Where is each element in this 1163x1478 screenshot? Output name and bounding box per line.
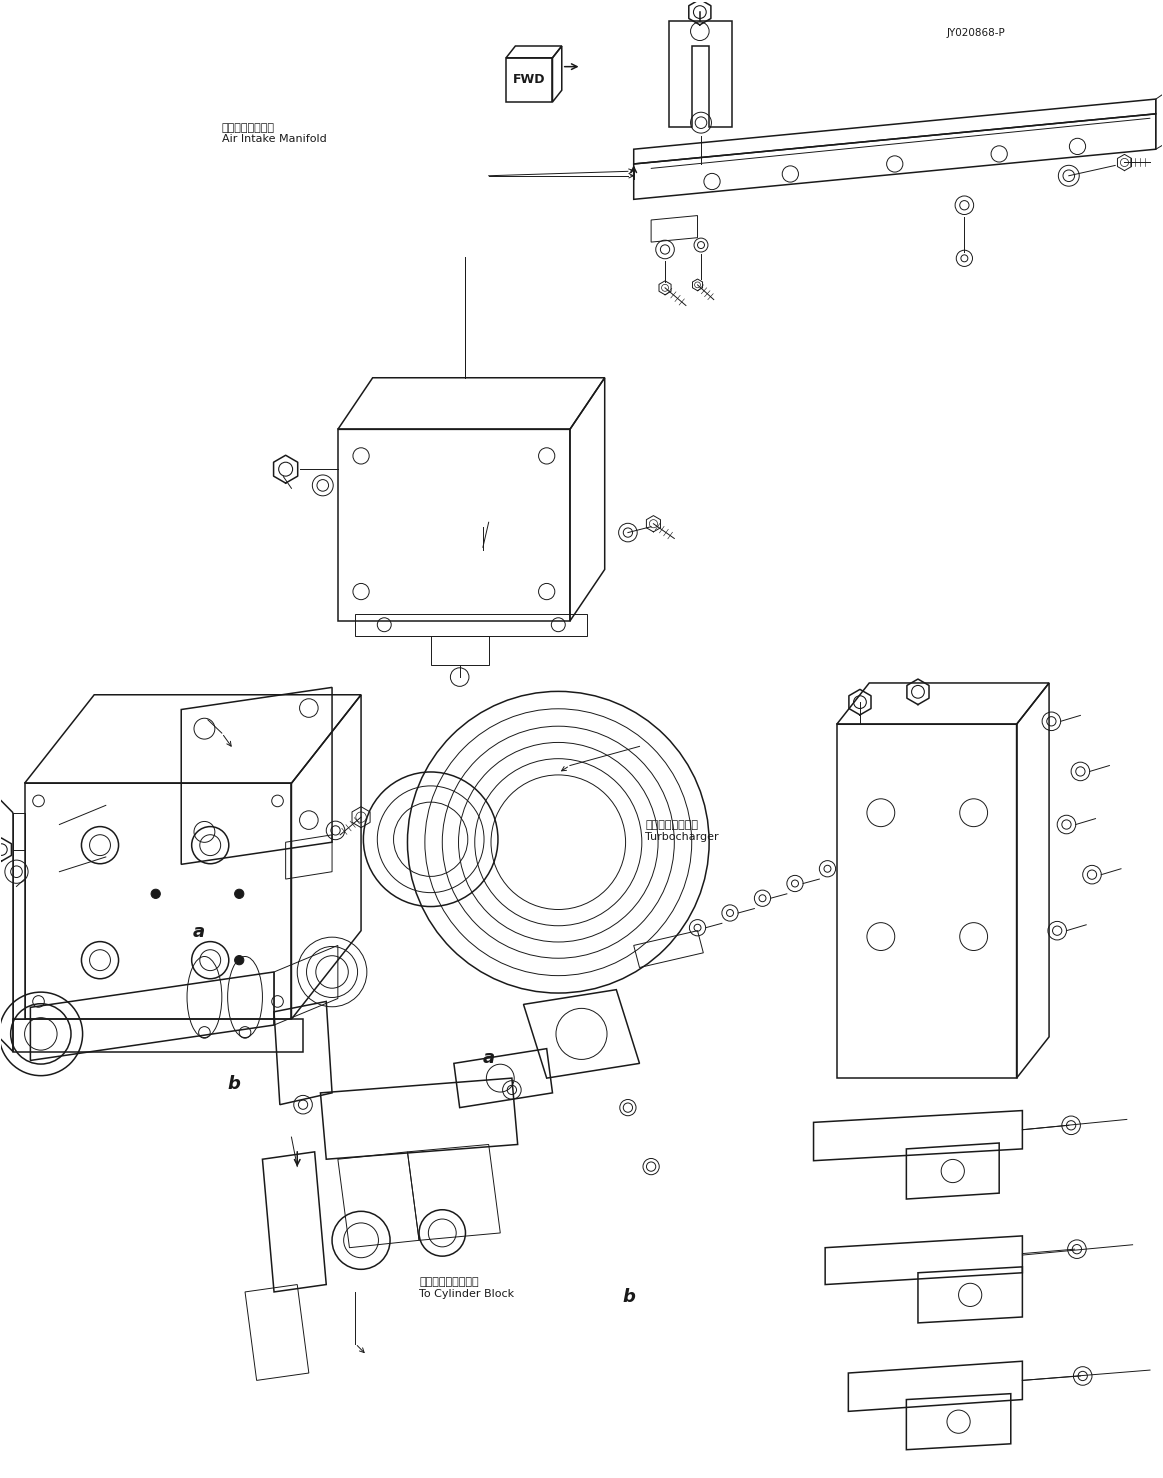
Text: JY020868-P: JY020868-P xyxy=(947,28,1005,38)
Text: b: b xyxy=(622,1287,635,1305)
Text: FWD: FWD xyxy=(513,74,545,86)
Text: a: a xyxy=(483,1048,495,1067)
Text: 吸気マニホールド
Air Intake Manifold: 吸気マニホールド Air Intake Manifold xyxy=(222,123,327,145)
Circle shape xyxy=(235,890,244,899)
Text: a: a xyxy=(193,924,205,941)
Text: シリンダブロックへ
To Cylinder Block: シリンダブロックへ To Cylinder Block xyxy=(419,1277,514,1299)
Circle shape xyxy=(235,956,244,965)
Circle shape xyxy=(151,890,160,899)
Text: ターボチャージャ
Turbocharger: ターボチャージャ Turbocharger xyxy=(645,820,719,841)
Text: b: b xyxy=(228,1075,241,1094)
